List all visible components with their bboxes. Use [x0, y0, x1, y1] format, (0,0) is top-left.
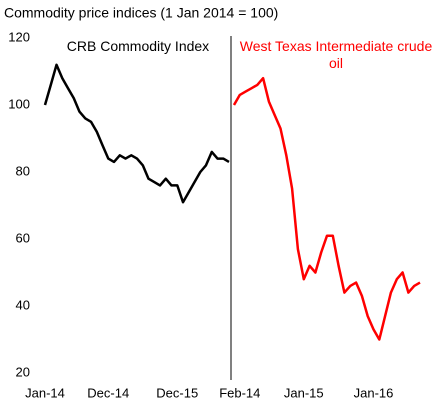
y-tick-label: 40 [16, 297, 30, 312]
x-tick-label: Jan-15 [284, 385, 324, 400]
x-tick-label: Jan-16 [354, 385, 394, 400]
y-tick-label: 100 [8, 96, 30, 111]
x-tick-label: Jan-14 [25, 385, 65, 400]
x-tick-label: Feb-14 [219, 385, 260, 400]
y-tick-label: 20 [16, 364, 30, 379]
x-tick-label: Dec-14 [87, 385, 129, 400]
x-tick-label: Dec-15 [156, 385, 198, 400]
y-tick-label: 60 [16, 230, 30, 245]
y-tick-label: 80 [16, 163, 30, 178]
series-label: West Texas Intermediate crude oil [239, 38, 433, 71]
line [43, 63, 230, 204]
chart-title: Commodity price indices (1 Jan 2014 = 10… [4, 5, 278, 21]
y-tick-label: 120 [8, 29, 30, 44]
series-label: CRB Commodity Index [66, 38, 210, 54]
line [232, 76, 421, 341]
